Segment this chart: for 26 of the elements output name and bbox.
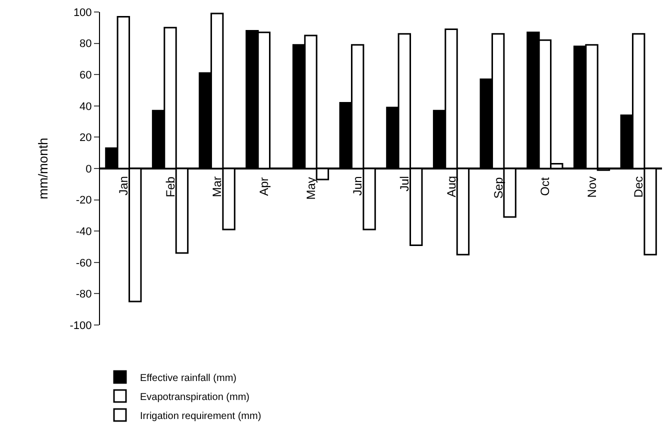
- y-tick-label: 60: [80, 69, 92, 82]
- y-tick-label: 20: [80, 132, 92, 144]
- x-tick-label: Jan: [116, 176, 130, 196]
- x-tick-label: Jun: [350, 176, 365, 196]
- x-tick-label: May: [304, 177, 318, 200]
- x-tick-label: Apr: [256, 177, 271, 196]
- x-tick-label: Nov: [584, 176, 599, 198]
- x-tick-label: Jul: [397, 176, 412, 192]
- legend-label: Evapotranspiration (mm): [140, 392, 250, 403]
- y-tick-label: 80: [80, 38, 92, 50]
- y-tick-label: -100: [70, 320, 92, 332]
- y-tick-label: -60: [76, 257, 92, 270]
- x-tick-label: Sep: [492, 176, 506, 199]
- y-tick-label: 40: [80, 100, 92, 113]
- y-tick-label: -40: [76, 226, 92, 238]
- y-tick-label: 0: [86, 163, 92, 176]
- y-tick-label: -80: [76, 288, 92, 301]
- legend-label: Effective rainfall (mm): [140, 372, 237, 384]
- legend-label: Irrigation requirement (mm): [140, 410, 262, 422]
- y-tick-label: -20: [76, 194, 92, 207]
- y-tick-label: 100: [73, 6, 92, 19]
- x-tick-label: Feb: [163, 176, 178, 198]
- x-tick-label: Dec: [632, 176, 646, 198]
- x-tick-label: Oct: [538, 176, 552, 196]
- y-axis-title: mm/month: [36, 138, 51, 200]
- x-tick-label: Mar: [210, 176, 224, 198]
